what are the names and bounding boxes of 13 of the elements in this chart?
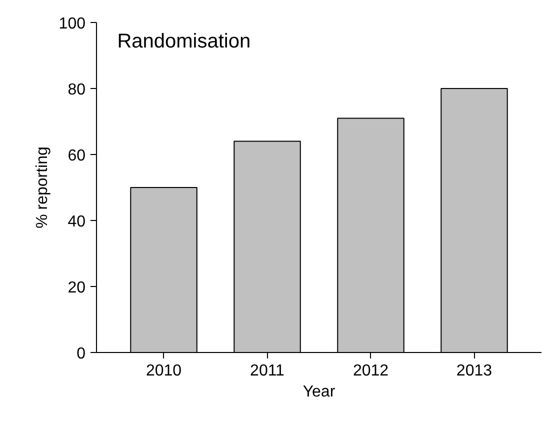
- x-axis-title: Year: [302, 384, 336, 400]
- y-tick-label: 100: [58, 16, 86, 32]
- x-tick-label: 2013: [456, 362, 492, 380]
- x-tick-label: 2011: [250, 362, 285, 380]
- chart-title: Randomisation: [117, 30, 251, 52]
- y-tick-label: 20: [68, 280, 86, 296]
- y-tick-label: 80: [68, 82, 86, 98]
- x-tick-label: 2010: [146, 362, 182, 380]
- y-axis-title: % reporting: [34, 146, 51, 228]
- y-tick-label: 40: [68, 214, 86, 230]
- y-tick-label: 0: [76, 346, 86, 362]
- x-tick-label: 2012: [352, 362, 389, 380]
- y-tick-label: 60: [68, 148, 86, 164]
